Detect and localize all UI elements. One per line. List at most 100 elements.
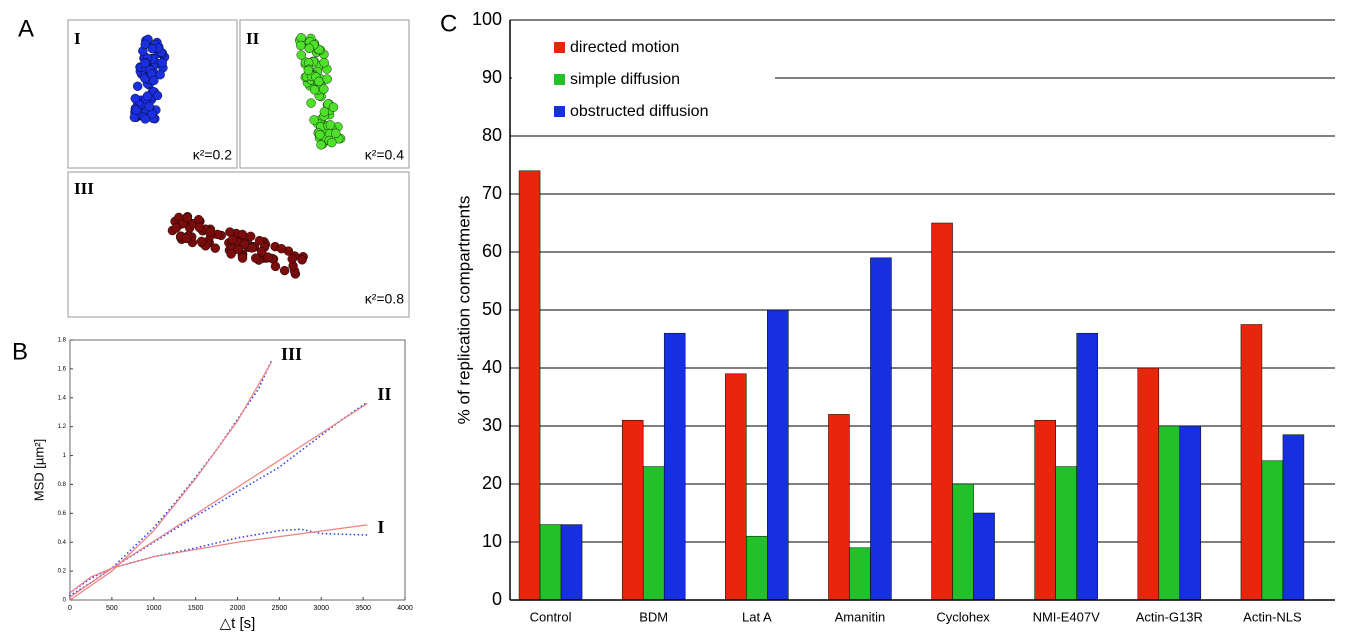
panel-label: A bbox=[18, 15, 34, 42]
y-axis-label: MSD [µm²] bbox=[31, 439, 46, 501]
cluster-sphere bbox=[304, 43, 314, 54]
cluster-sphere bbox=[276, 243, 287, 254]
bar bbox=[849, 547, 871, 601]
kappa-label: κ²=0.4 bbox=[365, 147, 405, 163]
y-tick-label: 0 bbox=[492, 589, 502, 609]
bar bbox=[1034, 419, 1056, 601]
bar bbox=[1076, 332, 1098, 601]
x-tick-label: Actin-G13R bbox=[1136, 609, 1203, 624]
cluster-sphere bbox=[315, 130, 325, 140]
bar bbox=[828, 414, 850, 601]
cluster-sphere bbox=[147, 44, 158, 54]
bar bbox=[1137, 367, 1160, 601]
cluster-sphere bbox=[319, 84, 329, 94]
y-tick-label: 0 bbox=[63, 598, 67, 604]
x-tick-label: Cyclohex bbox=[936, 609, 990, 624]
cluster-sphere bbox=[237, 229, 248, 240]
cluster-sphere bbox=[297, 255, 307, 265]
cluster-sphere bbox=[142, 91, 153, 101]
box-label: III bbox=[74, 179, 94, 198]
bar bbox=[1282, 434, 1305, 601]
x-tick-label: BDM bbox=[639, 609, 668, 624]
y-tick-label: 0.8 bbox=[58, 482, 67, 488]
cluster-sphere bbox=[309, 85, 320, 95]
y-tick-label: 1.8 bbox=[58, 338, 67, 344]
y-tick-label: 60 bbox=[482, 241, 502, 261]
bar bbox=[746, 535, 768, 601]
cluster-sphere bbox=[181, 233, 192, 244]
bar bbox=[642, 466, 665, 601]
cluster-sphere bbox=[254, 235, 265, 246]
cluster-sphere bbox=[152, 90, 163, 101]
x-tick-label: Actin-NLS bbox=[1243, 609, 1302, 624]
bar bbox=[767, 309, 789, 601]
bar bbox=[1158, 425, 1181, 601]
bar bbox=[560, 524, 583, 601]
cluster-images bbox=[129, 33, 346, 279]
x-tick-label: NMI-E407V bbox=[1033, 609, 1101, 624]
x-tick-label: 2000 bbox=[230, 605, 246, 612]
cluster-sphere bbox=[193, 214, 204, 225]
legend-label: simple diffusion bbox=[570, 71, 680, 88]
cluster-sphere bbox=[182, 213, 192, 223]
y-tick-label: 0.6 bbox=[58, 511, 67, 517]
x-tick-label: Lat A bbox=[742, 609, 772, 624]
cluster-sphere bbox=[306, 98, 316, 108]
y-tick-label: 70 bbox=[482, 183, 502, 203]
cluster-sphere bbox=[228, 234, 238, 245]
legend-swatch bbox=[554, 106, 565, 117]
panel-label: B bbox=[12, 338, 28, 365]
cluster-sphere bbox=[196, 236, 207, 247]
panel-label: C bbox=[440, 10, 457, 37]
bar bbox=[1240, 324, 1263, 601]
bar bbox=[1179, 425, 1202, 601]
cluster-sphere bbox=[316, 140, 326, 150]
cluster-sphere bbox=[270, 261, 281, 272]
plot-frame bbox=[69, 339, 406, 601]
box-label: I bbox=[74, 29, 81, 48]
y-tick-label: 10 bbox=[482, 531, 502, 551]
cluster-sphere bbox=[325, 120, 336, 130]
bar bbox=[663, 332, 686, 601]
cluster-sphere bbox=[131, 105, 141, 115]
series-line bbox=[69, 360, 272, 597]
y-tick-label: 40 bbox=[482, 357, 502, 377]
cluster-sphere bbox=[279, 265, 290, 276]
y-tick-label: 20 bbox=[482, 473, 502, 493]
cluster-sphere bbox=[144, 101, 154, 112]
cluster-sphere bbox=[287, 254, 297, 264]
x-tick-label: 500 bbox=[106, 605, 118, 612]
cluster-sphere bbox=[226, 249, 236, 259]
cluster-sphere bbox=[251, 253, 261, 263]
series-label: III bbox=[281, 344, 302, 364]
cluster-sphere bbox=[245, 231, 256, 242]
cluster-sphere bbox=[309, 115, 319, 125]
bar bbox=[621, 419, 644, 601]
x-tick-label: 0 bbox=[68, 605, 72, 612]
x-tick-label: 4000 bbox=[397, 605, 413, 612]
x-axis-label: △t [s] bbox=[220, 615, 256, 632]
cluster-sphere bbox=[327, 137, 337, 148]
cluster-sphere bbox=[130, 93, 140, 104]
cluster-sphere bbox=[149, 75, 159, 86]
cluster-sphere bbox=[132, 81, 143, 91]
cluster-sphere bbox=[296, 40, 306, 51]
cluster-sphere bbox=[157, 58, 167, 68]
cluster-sphere bbox=[140, 114, 150, 124]
legend-label: obstructed diffusion bbox=[570, 103, 708, 120]
bar bbox=[1055, 466, 1077, 601]
y-tick-label: 1.6 bbox=[58, 366, 67, 372]
series-label: II bbox=[377, 384, 391, 404]
x-tick-label: 1500 bbox=[188, 605, 204, 612]
panel-box bbox=[67, 19, 238, 169]
x-tick-label: 3500 bbox=[355, 605, 371, 612]
box-label: II bbox=[246, 29, 260, 48]
cluster-sphere bbox=[296, 50, 306, 60]
y-axis-label: % of replication compartments bbox=[454, 196, 473, 425]
legend-swatch bbox=[554, 42, 565, 53]
cluster-sphere bbox=[140, 58, 150, 69]
panel-box bbox=[239, 19, 410, 169]
series-line bbox=[69, 528, 369, 594]
